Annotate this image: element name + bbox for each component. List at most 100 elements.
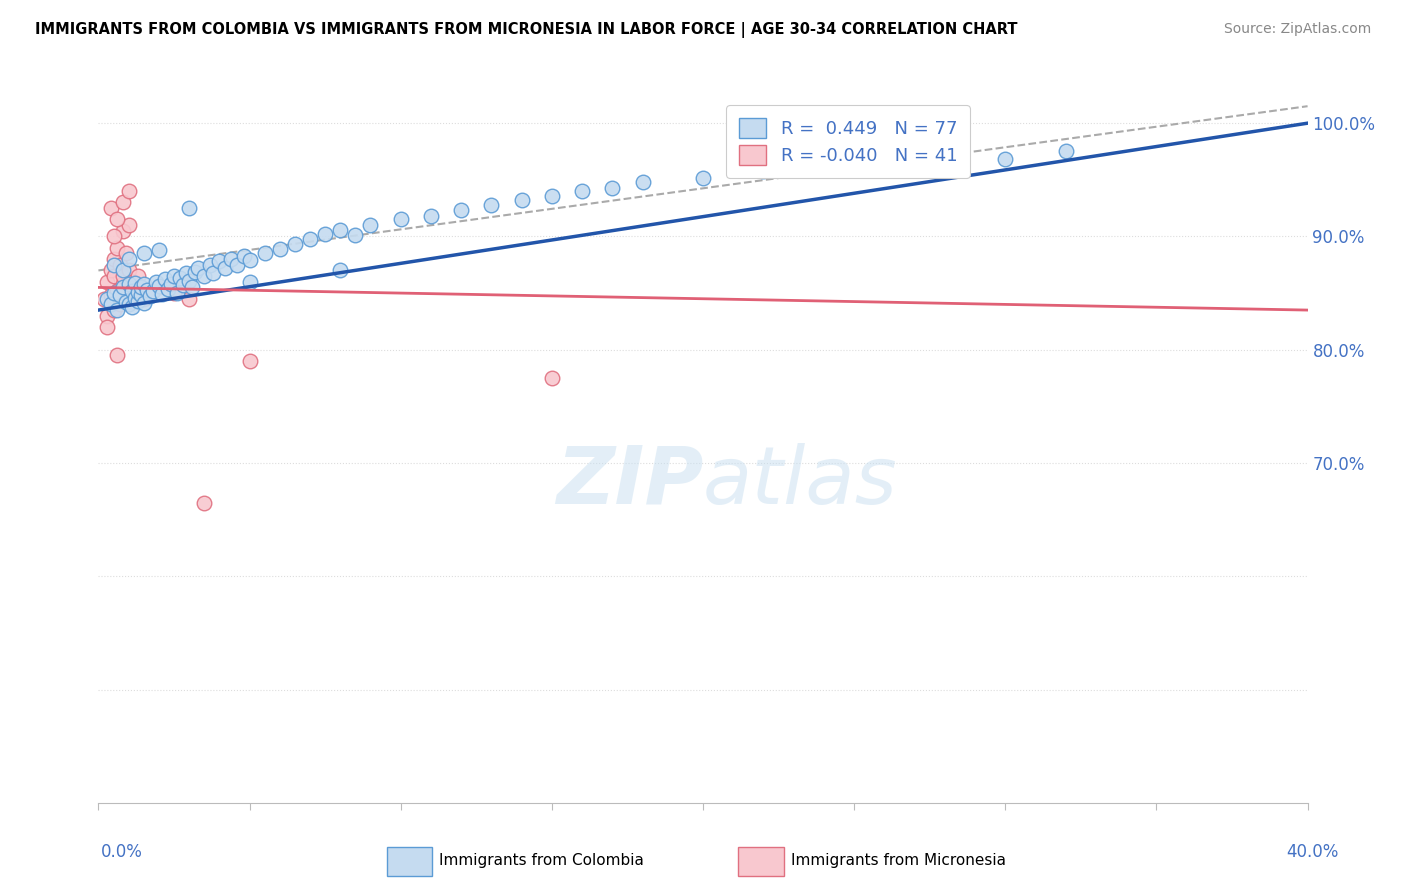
Point [96, 320, 118, 334]
Point [540, 371, 562, 385]
Point [96, 309, 118, 323]
Point [602, 180, 624, 194]
Point [111, 277, 134, 291]
Point [142, 284, 165, 298]
Point [132, 296, 155, 310]
Point [329, 263, 352, 277]
Point [193, 269, 215, 284]
Point [299, 232, 322, 246]
FancyBboxPatch shape [387, 847, 433, 876]
Point [124, 280, 146, 294]
Point [166, 286, 188, 301]
Point [103, 229, 125, 244]
Point [156, 281, 179, 295]
Point [200, 258, 222, 272]
Point [226, 258, 249, 272]
Point [752, 163, 775, 178]
Point [103, 269, 125, 284]
Point [127, 293, 149, 308]
Point [121, 280, 143, 294]
Point [221, 252, 243, 266]
Point [208, 254, 231, 268]
Point [163, 269, 186, 284]
Point [329, 222, 352, 236]
Point [100, 297, 122, 311]
Point [118, 263, 141, 277]
Point [153, 272, 176, 286]
Point [132, 246, 155, 260]
Point [108, 258, 131, 272]
Point [163, 286, 186, 301]
Point [132, 292, 155, 306]
Point [239, 253, 262, 268]
Point [108, 297, 131, 311]
Point [118, 252, 141, 266]
Point [121, 284, 143, 298]
Point [214, 261, 236, 276]
Point [105, 284, 128, 298]
Point [187, 261, 209, 276]
Text: Source: ZipAtlas.com: Source: ZipAtlas.com [1223, 22, 1371, 37]
Point [239, 354, 262, 368]
Text: 40.0%: 40.0% [1286, 843, 1339, 861]
Text: ZIP: ZIP [555, 442, 703, 521]
Point [121, 275, 143, 289]
Point [132, 277, 155, 291]
Point [124, 291, 146, 305]
Point [111, 269, 134, 284]
Point [127, 269, 149, 284]
Point [139, 289, 162, 303]
Point [105, 348, 128, 362]
Point [145, 275, 167, 289]
Point [111, 280, 134, 294]
Point [179, 292, 201, 306]
Point [118, 218, 141, 232]
Point [344, 228, 367, 243]
Point [148, 243, 170, 257]
Point [105, 212, 128, 227]
Point [114, 292, 136, 306]
Legend: R =  0.449   N = 77, R = -0.040   N = 41: R = 0.449 N = 77, R = -0.040 N = 41 [727, 105, 970, 178]
Point [100, 263, 122, 277]
Point [239, 275, 262, 289]
Point [118, 184, 141, 198]
Text: IMMIGRANTS FROM COLOMBIA VS IMMIGRANTS FROM MICRONESIA IN LABOR FORCE | AGE 30-3: IMMIGRANTS FROM COLOMBIA VS IMMIGRANTS F… [35, 22, 1018, 38]
Text: Immigrants from Micronesia: Immigrants from Micronesia [790, 854, 1005, 868]
Point [124, 288, 146, 302]
Point [129, 288, 152, 302]
Point [184, 264, 207, 278]
Point [103, 286, 125, 301]
Point [540, 188, 562, 202]
Point [202, 266, 225, 280]
Point [314, 227, 336, 242]
Text: 0.0%: 0.0% [101, 843, 143, 861]
Point [631, 175, 654, 189]
Point [172, 278, 194, 293]
Point [111, 224, 134, 238]
Point [105, 303, 128, 318]
Point [844, 156, 866, 170]
Point [169, 271, 191, 285]
Point [135, 283, 157, 297]
Point [450, 203, 472, 218]
Point [692, 170, 714, 185]
Point [179, 274, 201, 288]
Point [103, 303, 125, 318]
Point [284, 237, 307, 252]
Point [420, 209, 443, 223]
Point [179, 201, 201, 215]
FancyBboxPatch shape [738, 847, 785, 876]
Point [127, 285, 149, 299]
Point [96, 275, 118, 289]
Point [118, 297, 141, 311]
Point [571, 184, 593, 198]
Point [510, 193, 533, 207]
Point [129, 280, 152, 294]
Point [100, 201, 122, 215]
Point [103, 252, 125, 266]
Point [994, 153, 1017, 167]
Point [100, 288, 122, 302]
Point [253, 246, 276, 260]
Point [124, 276, 146, 290]
Text: Immigrants from Colombia: Immigrants from Colombia [439, 854, 644, 868]
